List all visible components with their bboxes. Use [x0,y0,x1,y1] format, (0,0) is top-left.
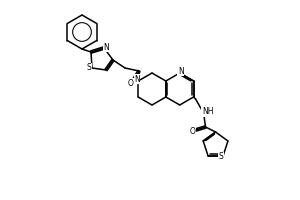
Text: NH: NH [202,108,213,116]
Text: N: N [134,74,140,84]
Text: N: N [178,66,184,75]
Text: N: N [103,43,109,51]
Text: O: O [128,78,134,88]
Text: O: O [190,127,196,136]
Text: S: S [87,64,92,72]
Text: S: S [219,152,224,161]
